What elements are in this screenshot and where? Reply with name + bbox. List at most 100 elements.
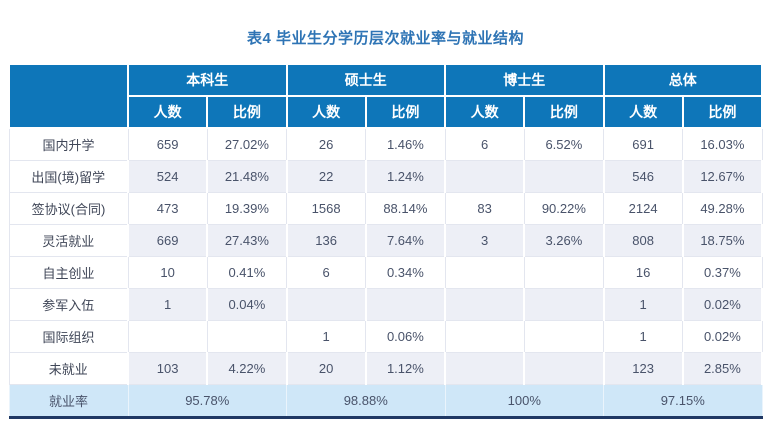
cell: 2.85%: [681, 352, 764, 385]
row-label: 参军入伍: [8, 288, 129, 321]
group-header-master: 硕士生: [285, 63, 446, 97]
cell: [523, 256, 605, 289]
table-header: 本科生 硕士生 博士生 总体 人数 比例 人数 比例 人数 比例 人数 比例: [8, 63, 764, 129]
row-label: 国内升学: [8, 127, 129, 161]
cell: [364, 288, 447, 321]
group-header-total: 总体: [602, 63, 763, 97]
cell: 1: [285, 320, 367, 353]
cell: [443, 288, 526, 321]
cell: 26: [285, 127, 367, 161]
table-row: 国内升学 659 27.02% 26 1.46% 6 6.52% 691 16.…: [8, 127, 763, 161]
table-row: 国际组织 1 0.06% 1 0.02%: [8, 320, 763, 353]
cell: 1: [602, 320, 684, 353]
cell: 1: [602, 288, 684, 321]
rate-doctor: 100%: [444, 384, 604, 419]
cell: [285, 288, 367, 321]
cell: 123: [602, 352, 684, 385]
cell: 4.22%: [206, 352, 288, 385]
cell: 0.04%: [206, 288, 288, 321]
cell: 0.34%: [365, 256, 446, 289]
row-label: 国际组织: [8, 320, 129, 353]
cell: 0.02%: [682, 320, 763, 353]
cell: 10: [127, 256, 208, 289]
cell: [523, 288, 605, 321]
cell: 473: [127, 192, 208, 225]
row-label: 就业率: [8, 384, 129, 419]
rate-undergraduate: 95.78%: [127, 384, 287, 419]
cell: [523, 320, 605, 353]
group-header-doctor: 博士生: [444, 63, 605, 97]
cell: 90.22%: [523, 192, 605, 225]
cell: 49.28%: [682, 192, 763, 225]
rate-master: 98.88%: [286, 384, 446, 419]
employment-table: 本科生 硕士生 博士生 总体 人数 比例 人数 比例 人数 比例 人数 比例 国…: [8, 63, 764, 419]
subheader-count: 人数: [602, 95, 684, 129]
cell: 6: [285, 256, 367, 289]
table-body: 国内升学 659 27.02% 26 1.46% 6 6.52% 691 16.…: [8, 127, 764, 385]
cell: 16: [602, 256, 684, 289]
cell: 691: [602, 127, 684, 161]
row-label: 出国(境)留学: [8, 160, 129, 193]
cell: 27.02%: [206, 127, 288, 161]
cell: 1.46%: [365, 127, 446, 161]
cell: 1.24%: [364, 160, 447, 193]
subheader-ratio: 比例: [206, 95, 288, 129]
cell: 669: [126, 224, 209, 257]
table-row: 参军入伍 1 0.04% 1 0.02%: [8, 288, 764, 321]
cell: [443, 160, 526, 193]
cell: 83: [444, 192, 525, 225]
subheader-count: 人数: [285, 95, 367, 129]
cell: 0.02%: [681, 288, 764, 321]
table-title: 表4 毕业生分学历层次就业率与就业结构: [246, 30, 524, 47]
cell: 88.14%: [365, 192, 446, 225]
cell: 0.37%: [682, 256, 763, 289]
header-sub-row: 人数 比例 人数 比例 人数 比例 人数 比例: [9, 95, 764, 129]
cell: 0.41%: [206, 256, 288, 289]
cell: 103: [126, 352, 209, 385]
cell: [523, 352, 605, 385]
corner-cell: [8, 63, 129, 129]
cell: 1: [126, 288, 209, 321]
cell: 3.26%: [523, 224, 605, 257]
table-row: 灵活就业 669 27.43% 136 7.64% 3 3.26% 808 18…: [8, 224, 764, 257]
cell: 524: [126, 160, 209, 193]
cell: 21.48%: [206, 160, 288, 193]
cell: [206, 320, 288, 353]
row-label: 未就业: [8, 352, 129, 385]
subheader-ratio: 比例: [681, 95, 764, 129]
cell: [523, 160, 605, 193]
cell: 22: [285, 160, 367, 193]
employment-rate-row: 就业率 95.78% 98.88% 100% 97.15%: [8, 384, 763, 419]
rate-total: 97.15%: [603, 384, 763, 419]
cell: 546: [602, 160, 684, 193]
table-row: 签协议(合同) 473 19.39% 1568 88.14% 83 90.22%…: [8, 192, 763, 225]
cell: 6: [444, 127, 525, 161]
cell: 19.39%: [206, 192, 288, 225]
cell: [443, 352, 526, 385]
header-group-row: 本科生 硕士生 博士生 总体: [8, 63, 763, 129]
group-header-undergraduate: 本科生: [127, 63, 288, 97]
cell: 136: [285, 224, 367, 257]
row-label: 签协议(合同): [8, 192, 129, 225]
cell: [444, 320, 525, 353]
cell: [444, 256, 525, 289]
cell: [127, 320, 208, 353]
table-row: 出国(境)留学 524 21.48% 22 1.24% 546 12.67%: [8, 160, 764, 193]
row-label: 灵活就业: [8, 224, 129, 257]
cell: 6.52%: [523, 127, 605, 161]
cell: 659: [127, 127, 208, 161]
cell: 7.64%: [364, 224, 447, 257]
cell: 808: [602, 224, 684, 257]
cell: 18.75%: [681, 224, 764, 257]
cell: 3: [443, 224, 526, 257]
cell: 16.03%: [682, 127, 763, 161]
subheader-ratio: 比例: [364, 95, 447, 129]
cell: 1568: [285, 192, 367, 225]
row-label: 自主创业: [8, 256, 129, 289]
table-row: 未就业 103 4.22% 20 1.12% 123 2.85%: [8, 352, 764, 385]
cell: 1.12%: [364, 352, 447, 385]
subheader-count: 人数: [443, 95, 526, 129]
subheader-ratio: 比例: [523, 95, 605, 129]
cell: 27.43%: [206, 224, 288, 257]
